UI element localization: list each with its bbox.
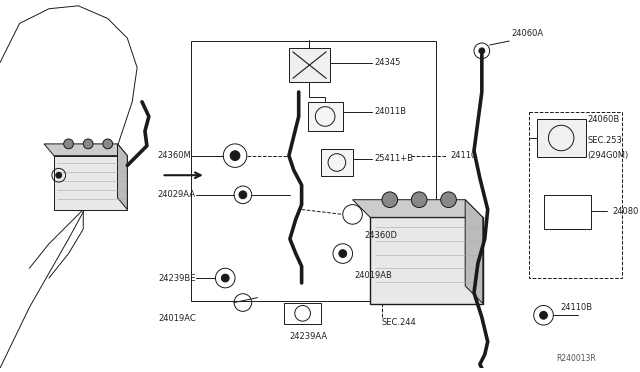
Text: 24060B: 24060B — [588, 115, 620, 124]
Text: 24011B: 24011B — [374, 107, 406, 116]
Polygon shape — [465, 200, 483, 304]
Bar — [191, 41, 436, 301]
Bar — [537, 119, 586, 157]
Text: 24110B: 24110B — [560, 303, 592, 312]
Polygon shape — [54, 155, 127, 209]
Text: 24360D: 24360D — [364, 231, 397, 240]
Text: 24029AA: 24029AA — [158, 190, 196, 199]
Circle shape — [63, 139, 74, 149]
Bar — [289, 48, 330, 82]
Text: 24019AC: 24019AC — [158, 314, 196, 323]
Text: 24060A: 24060A — [511, 29, 543, 38]
Text: 24360M: 24360M — [157, 151, 191, 160]
Polygon shape — [353, 200, 483, 217]
Circle shape — [56, 172, 61, 178]
Text: R240013R: R240013R — [556, 354, 596, 363]
Bar — [529, 112, 622, 278]
Bar — [321, 149, 353, 176]
Circle shape — [540, 311, 547, 319]
Bar — [543, 195, 591, 229]
Circle shape — [382, 192, 397, 208]
Text: 24080: 24080 — [612, 207, 639, 216]
Circle shape — [221, 274, 229, 282]
Polygon shape — [370, 217, 483, 304]
Circle shape — [230, 151, 240, 161]
Text: 24239AA: 24239AA — [289, 332, 327, 341]
Circle shape — [339, 250, 347, 257]
Text: 25411+B: 25411+B — [374, 154, 413, 163]
Circle shape — [83, 139, 93, 149]
Text: 24110: 24110 — [451, 151, 477, 160]
Polygon shape — [44, 144, 127, 155]
Text: 24239BE: 24239BE — [158, 273, 196, 283]
Text: 24345: 24345 — [374, 58, 401, 67]
Circle shape — [479, 48, 484, 54]
Text: SEC.244: SEC.244 — [382, 318, 417, 327]
Text: 24019AB: 24019AB — [355, 270, 392, 280]
Text: (294G0M): (294G0M) — [588, 151, 629, 160]
Circle shape — [239, 191, 247, 199]
Circle shape — [412, 192, 427, 208]
Text: SEC.253: SEC.253 — [588, 137, 623, 145]
Bar — [308, 102, 343, 131]
Circle shape — [103, 139, 113, 149]
Polygon shape — [118, 144, 127, 209]
Circle shape — [441, 192, 456, 208]
Bar — [284, 302, 321, 324]
